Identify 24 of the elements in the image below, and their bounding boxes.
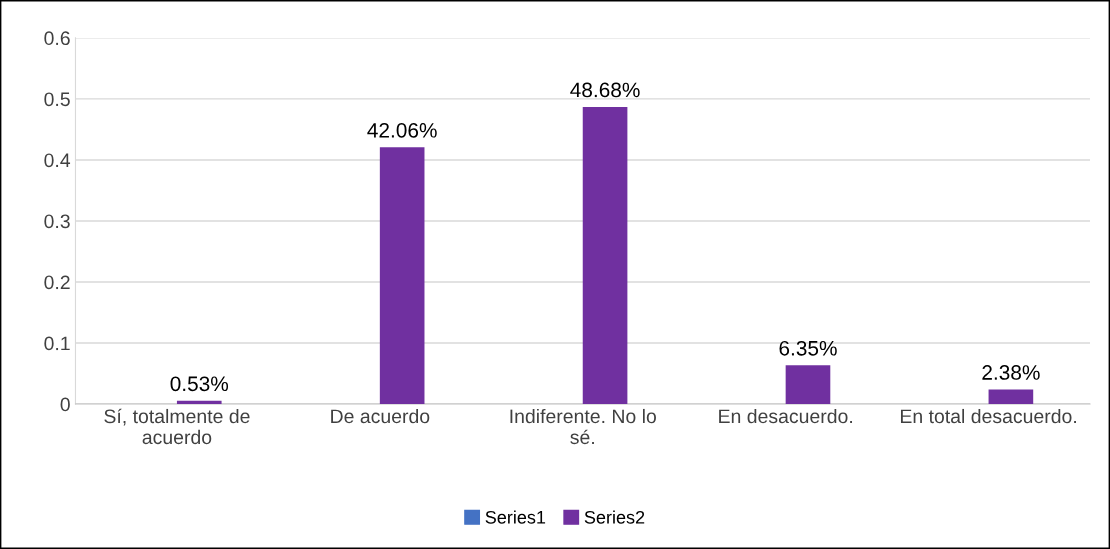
data-label: 6.35% [779, 340, 837, 356]
bar [582, 106, 628, 405]
x-tick-label: En desacuerdo. [719, 408, 852, 424]
y-tick-label: 0.5 [44, 92, 70, 107]
y-tick-label: 0.1 [44, 336, 70, 351]
y-tick-label: 0.3 [44, 214, 70, 229]
y-tick-label: 0.2 [44, 275, 70, 290]
x-tick-label: En total desacuerdo. [900, 408, 1076, 424]
data-label: 0.53% [170, 376, 229, 392]
x-tick-label: De acuerdo [331, 408, 430, 424]
bar [176, 400, 222, 405]
legend-label: Series1 [485, 510, 546, 524]
bar [785, 365, 831, 405]
y-tick-label: 0 [60, 397, 70, 412]
legend-label: Series2 [584, 510, 645, 524]
y-tick-label: 0.4 [44, 153, 71, 168]
x-tick-label: Sí, totalmente de acuerdo [104, 408, 250, 445]
x-tick-label: Indiferente. No lo sé. [510, 408, 656, 445]
data-label: 2.38% [982, 365, 1040, 380]
y-tick-label: 0.6 [44, 31, 70, 46]
data-label: 42.06% [367, 122, 437, 138]
data-label: 48.68% [570, 82, 640, 98]
bar [379, 147, 425, 405]
bar [988, 389, 1034, 405]
